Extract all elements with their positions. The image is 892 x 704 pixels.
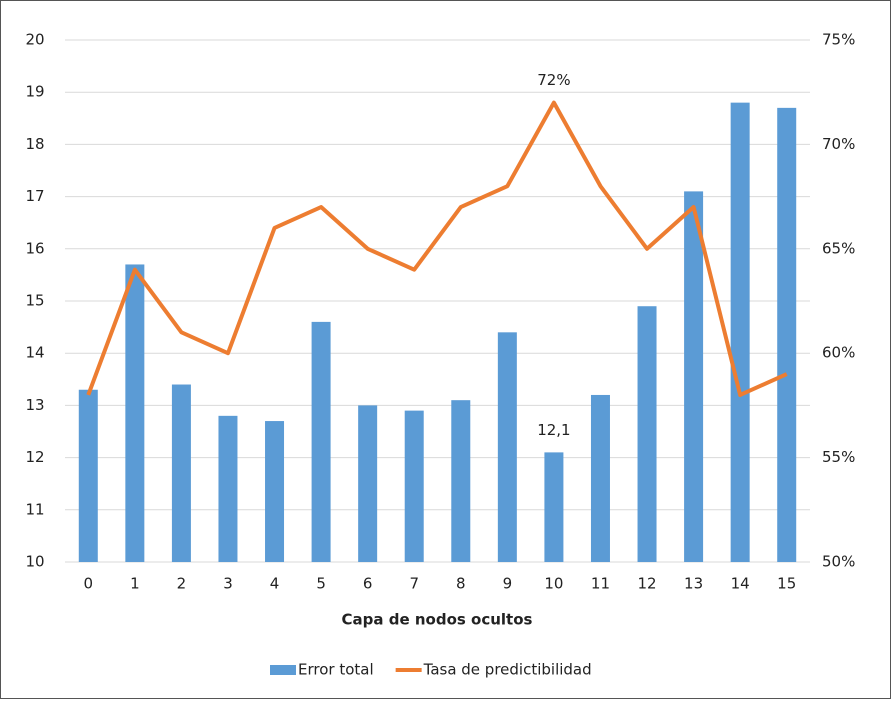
- y-tick-label: 20: [25, 31, 44, 49]
- x-axis-label: Capa de nodos ocultos: [342, 611, 533, 629]
- legend-label: Error total: [298, 661, 374, 679]
- bar: [730, 102, 750, 562]
- legend-label: Tasa de predictibilidad: [423, 661, 592, 679]
- x-tick-label: 2: [177, 575, 187, 593]
- x-tick-label: 6: [363, 575, 373, 593]
- y2-tick-label: 50%: [822, 553, 855, 571]
- y-tick-label: 12: [25, 448, 44, 466]
- data-label: 72%: [537, 71, 570, 89]
- bar: [358, 405, 378, 562]
- bar: [590, 394, 610, 562]
- x-tick-label: 7: [409, 575, 419, 593]
- bar: [265, 421, 285, 562]
- bar: [218, 415, 238, 562]
- y-tick-label: 19: [25, 83, 44, 101]
- y-tick-label: 17: [25, 187, 44, 205]
- bar: [544, 452, 564, 562]
- y-tick-label: 11: [25, 500, 44, 518]
- y2-tick-label: 70%: [822, 135, 855, 153]
- x-tick-label: 13: [684, 575, 703, 593]
- x-tick-label: 12: [637, 575, 656, 593]
- x-tick-label: 14: [731, 575, 750, 593]
- bar: [777, 107, 797, 563]
- x-tick-label: 9: [503, 575, 513, 593]
- data-label: 12,1: [537, 421, 570, 439]
- x-tick-label: 10: [544, 575, 563, 593]
- y-tick-label: 14: [25, 344, 44, 362]
- x-tick-label: 8: [456, 575, 466, 593]
- y2-tick-label: 75%: [822, 31, 855, 49]
- y-tick-label: 13: [25, 396, 44, 414]
- y2-tick-label: 65%: [822, 239, 855, 257]
- y-tick-label: 10: [25, 553, 44, 571]
- x-tick-label: 4: [270, 575, 280, 593]
- bar: [125, 264, 145, 562]
- x-tick-label: 3: [223, 575, 233, 593]
- bar: [311, 321, 331, 562]
- bar: [404, 410, 424, 562]
- x-tick-label: 0: [84, 575, 94, 593]
- x-tick-label: 11: [591, 575, 610, 593]
- legend-swatch: [270, 665, 296, 675]
- bar: [451, 400, 471, 562]
- bar: [637, 306, 657, 562]
- bar: [497, 332, 517, 562]
- x-tick-label: 15: [777, 575, 796, 593]
- x-tick-label: 5: [316, 575, 326, 593]
- y-tick-label: 16: [25, 239, 44, 257]
- y2-tick-label: 55%: [822, 448, 855, 466]
- x-tick-label: 1: [130, 575, 140, 593]
- line: [86, 100, 788, 397]
- y2-tick-label: 60%: [822, 344, 855, 362]
- bar: [684, 191, 704, 562]
- bar: [78, 389, 98, 562]
- bar: [171, 384, 191, 562]
- y-tick-label: 18: [25, 135, 44, 153]
- y-tick-label: 15: [25, 292, 44, 310]
